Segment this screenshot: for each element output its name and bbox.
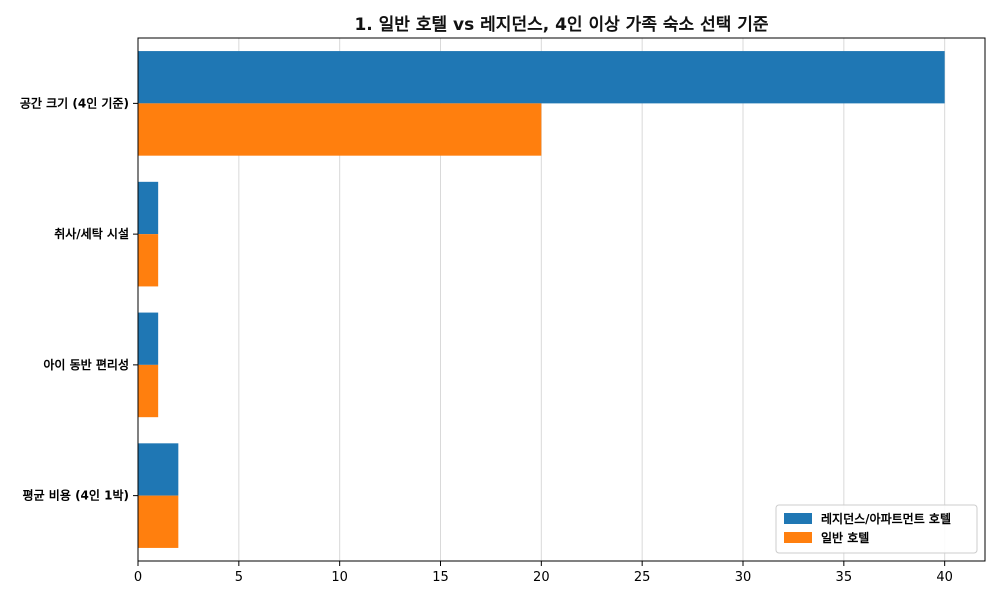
bar xyxy=(138,312,159,365)
bar xyxy=(138,364,159,418)
y-tick-label: 아이 동반 편리성 xyxy=(43,357,129,372)
plot-frame xyxy=(137,37,986,562)
legend-label: 일반 호텔 xyxy=(821,530,869,545)
bar xyxy=(138,181,159,235)
x-tick-label: 5 xyxy=(235,570,243,585)
bar xyxy=(138,51,945,104)
bar xyxy=(138,103,542,156)
chart-title: 1. 일반 호텔 vs 레지던스, 4인 이상 가족 숙소 선택 기준 xyxy=(354,15,768,35)
legend-label: 레지던스/아파트먼트 호텔 xyxy=(821,511,951,526)
bar xyxy=(138,443,179,496)
x-tick-label: 30 xyxy=(735,570,752,585)
x-tick-label: 0 xyxy=(134,570,142,585)
x-axis: 0 5 10 15 20 25 30 35 40 xyxy=(134,561,953,585)
x-tick-label: 15 xyxy=(432,570,449,585)
legend-swatch xyxy=(784,532,812,543)
x-tick-label: 10 xyxy=(331,570,348,585)
x-tick-label: 40 xyxy=(936,570,953,585)
legend-swatch xyxy=(784,513,812,524)
bar xyxy=(138,234,159,287)
x-tick-label: 20 xyxy=(533,570,550,585)
x-tick-label: 35 xyxy=(836,570,853,585)
x-tick-label: 25 xyxy=(634,570,651,585)
y-tick-label: 취사/세탁 시설 xyxy=(54,226,129,241)
bar xyxy=(138,495,179,548)
y-tick-label: 평균 비용 (4인 1박) xyxy=(23,488,129,503)
y-tick-label: 공간 크기 (4인 기준) xyxy=(20,95,129,110)
bars xyxy=(138,51,945,548)
legend-box xyxy=(775,504,978,554)
